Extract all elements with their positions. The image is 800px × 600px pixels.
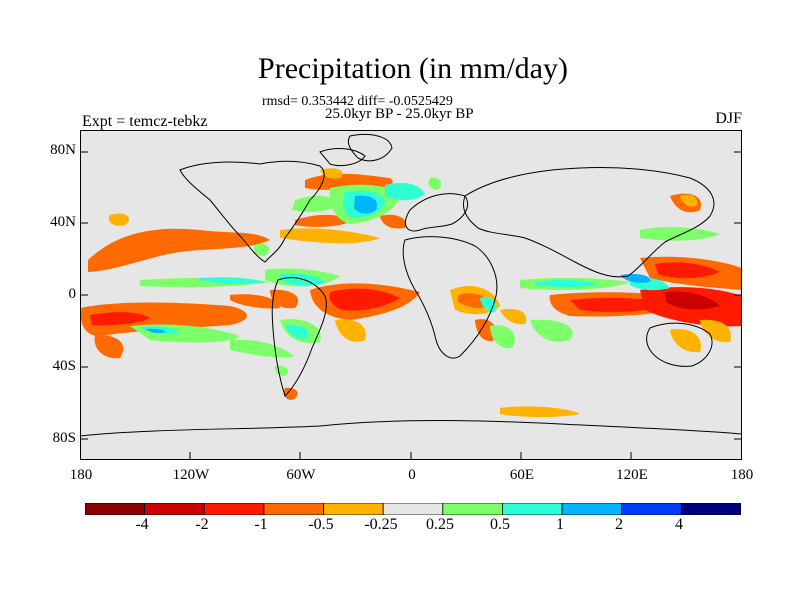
- colorbar-swatch: [502, 503, 563, 515]
- colorbar-swatch: [561, 503, 623, 515]
- colorbar-label: 0.5: [490, 516, 510, 533]
- y-label-0: 0: [68, 286, 77, 302]
- colorbar-swatch: [323, 503, 384, 515]
- map-frame: [80, 130, 742, 460]
- colorbar-label: -2: [195, 516, 209, 533]
- colorbar-swatch: [621, 503, 682, 515]
- colorbar-swatch: [203, 503, 265, 515]
- colorbar-swatch: [144, 503, 205, 515]
- colorbar: [85, 503, 741, 515]
- time-period: 25.0kyr BP - 25.0kyr BP: [325, 106, 474, 122]
- colorbar-swatch: [263, 503, 324, 515]
- x-label-60e: 60E: [509, 467, 535, 483]
- rmsd-diff-stats: rmsd= 0.353442 diff= -0.0525429: [262, 94, 453, 109]
- precipitation-map: [80, 130, 742, 460]
- colorbar-swatch: [442, 503, 503, 515]
- colorbar-label: -4: [135, 516, 149, 533]
- anomaly-regions: [80, 168, 742, 417]
- x-label-180e: 180: [730, 467, 754, 483]
- colorbar-label: -0.25: [364, 516, 398, 533]
- x-label-120w: 120W: [172, 467, 210, 483]
- x-label-0: 0: [408, 467, 416, 483]
- colorbar-label: 0.25: [426, 516, 454, 533]
- colorbar-swatch: [382, 503, 444, 515]
- colorbar-swatch: [85, 503, 146, 515]
- x-label-180w: 180: [69, 467, 93, 483]
- y-label-80n: 80N: [50, 142, 76, 158]
- coastlines: [80, 134, 742, 437]
- season-label: DJF: [715, 110, 742, 127]
- colorbar-label: 4: [675, 516, 683, 533]
- colorbar-label: 1: [556, 516, 564, 533]
- x-label-120e: 120E: [616, 467, 648, 483]
- experiment-label: Expt = temcz-tebkz: [82, 113, 208, 130]
- axis-ticks: [80, 151, 742, 460]
- colorbar-swatch: [680, 503, 741, 515]
- plot-title: Precipitation (in mm/day): [258, 52, 568, 85]
- y-label-40s: 40S: [52, 358, 76, 374]
- y-label-40n: 40N: [50, 214, 76, 230]
- x-label-60w: 60W: [286, 467, 316, 483]
- colorbar-label: -1: [254, 516, 268, 533]
- colorbar-label: 2: [615, 516, 623, 533]
- y-label-80s: 80S: [52, 430, 76, 446]
- colorbar-label: -0.5: [308, 516, 334, 533]
